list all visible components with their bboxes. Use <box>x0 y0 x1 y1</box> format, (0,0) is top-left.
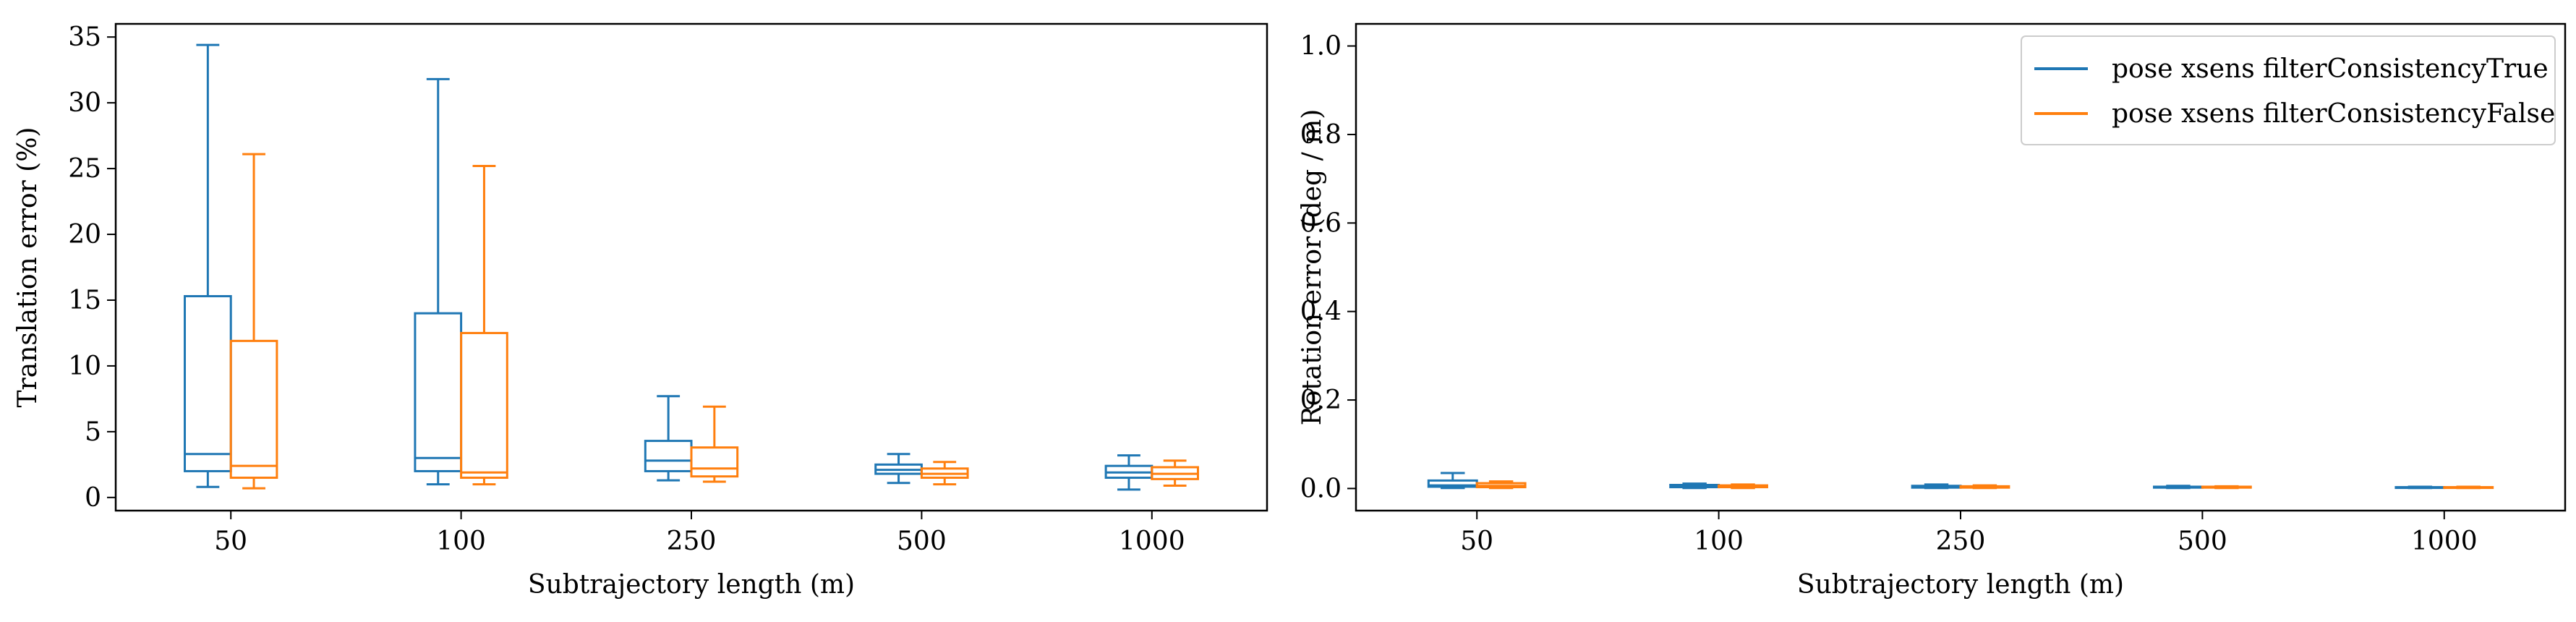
legend-entry-label: pose xsens filterConsistencyFalse <box>2112 99 2555 129</box>
x-tick-label: 250 <box>667 527 717 556</box>
legend-entry-label: pose xsens filterConsistencyTrue <box>2112 54 2549 84</box>
y-tick-label: 25 <box>68 154 101 184</box>
box-body <box>644 440 693 472</box>
box-body <box>690 446 739 478</box>
legend: pose xsens filterConsistencyTrue pose xse… <box>2021 35 2556 145</box>
y-tick-label: 35 <box>68 22 101 52</box>
plot-frame <box>1355 22 2567 512</box>
box-false-100 <box>460 164 508 486</box>
box-body <box>184 295 232 472</box>
box-false-100 <box>1718 483 1768 490</box>
box-false-50 <box>229 153 278 490</box>
box-true-250 <box>644 395 693 482</box>
box-body <box>460 331 508 480</box>
y-tick-label: 10 <box>68 352 101 381</box>
x-tick-label: 500 <box>897 527 947 556</box>
box-false-1000 <box>1151 459 1199 487</box>
box-false-1000 <box>2443 485 2494 490</box>
box-body <box>229 339 278 480</box>
y-axis-label: Translation error (%) <box>13 127 43 408</box>
x-tick-label: 1000 <box>2411 527 2478 556</box>
box-true-100 <box>414 77 463 486</box>
y-tick-label: 1.0 <box>1300 32 1342 61</box>
y-tick-label: 0.2 <box>1300 385 1342 415</box>
x-tick-label: 1000 <box>1119 527 1185 556</box>
y-tick-label: 20 <box>68 220 101 250</box>
y-tick-label: 0.4 <box>1300 297 1342 327</box>
x-tick-label: 250 <box>1936 527 1986 556</box>
y-tick-label: 0.0 <box>1300 474 1342 503</box>
box-true-1000 <box>2394 485 2446 490</box>
box-true-100 <box>1669 482 1720 490</box>
y-tick-label: 0.6 <box>1300 208 1342 238</box>
x-axis-label: Subtrajectory length (m) <box>1797 570 2124 600</box>
y-tick-label: 30 <box>68 88 101 118</box>
box-body <box>414 312 463 472</box>
box-false-50 <box>1475 480 1527 490</box>
box-true-50 <box>1427 472 1478 490</box>
y-tick-label: 15 <box>68 286 101 315</box>
y-tick-label: 0.8 <box>1300 120 1342 150</box>
x-tick-label: 100 <box>1694 527 1744 556</box>
y-tick-label: 0 <box>85 483 101 513</box>
box-true-500 <box>2153 485 2204 490</box>
box-true-500 <box>874 453 923 485</box>
x-tick-label: 50 <box>214 527 247 556</box>
box-false-250 <box>1959 484 2010 490</box>
box-true-250 <box>1911 483 1962 490</box>
box-false-500 <box>920 461 969 486</box>
box-true-1000 <box>1104 454 1153 491</box>
box-false-500 <box>2201 485 2252 490</box>
box-true-50 <box>184 43 232 488</box>
y-tick-label: 5 <box>85 417 101 447</box>
x-tick-label: 100 <box>436 527 486 556</box>
legend-frame <box>2021 35 2556 145</box>
x-tick-label: 50 <box>1460 527 1493 556</box>
rotation-error-chart: 0.0 0.2 0.4 0.6 0.8 1.0 50 100 250 500 1000 Subtraj… <box>1297 22 2567 600</box>
y-axis-label: Rotation error (deg / m) <box>1297 109 1327 426</box>
x-tick-label: 500 <box>2178 527 2227 556</box>
box-false-250 <box>690 405 739 483</box>
x-axis-label: Subtrajectory length (m) <box>528 570 855 600</box>
plot-frame <box>114 22 1268 512</box>
translation-error-chart: 0 5 10 15 20 25 30 35 50 100 250 500 1000 Subtrajecto… <box>13 22 1268 600</box>
